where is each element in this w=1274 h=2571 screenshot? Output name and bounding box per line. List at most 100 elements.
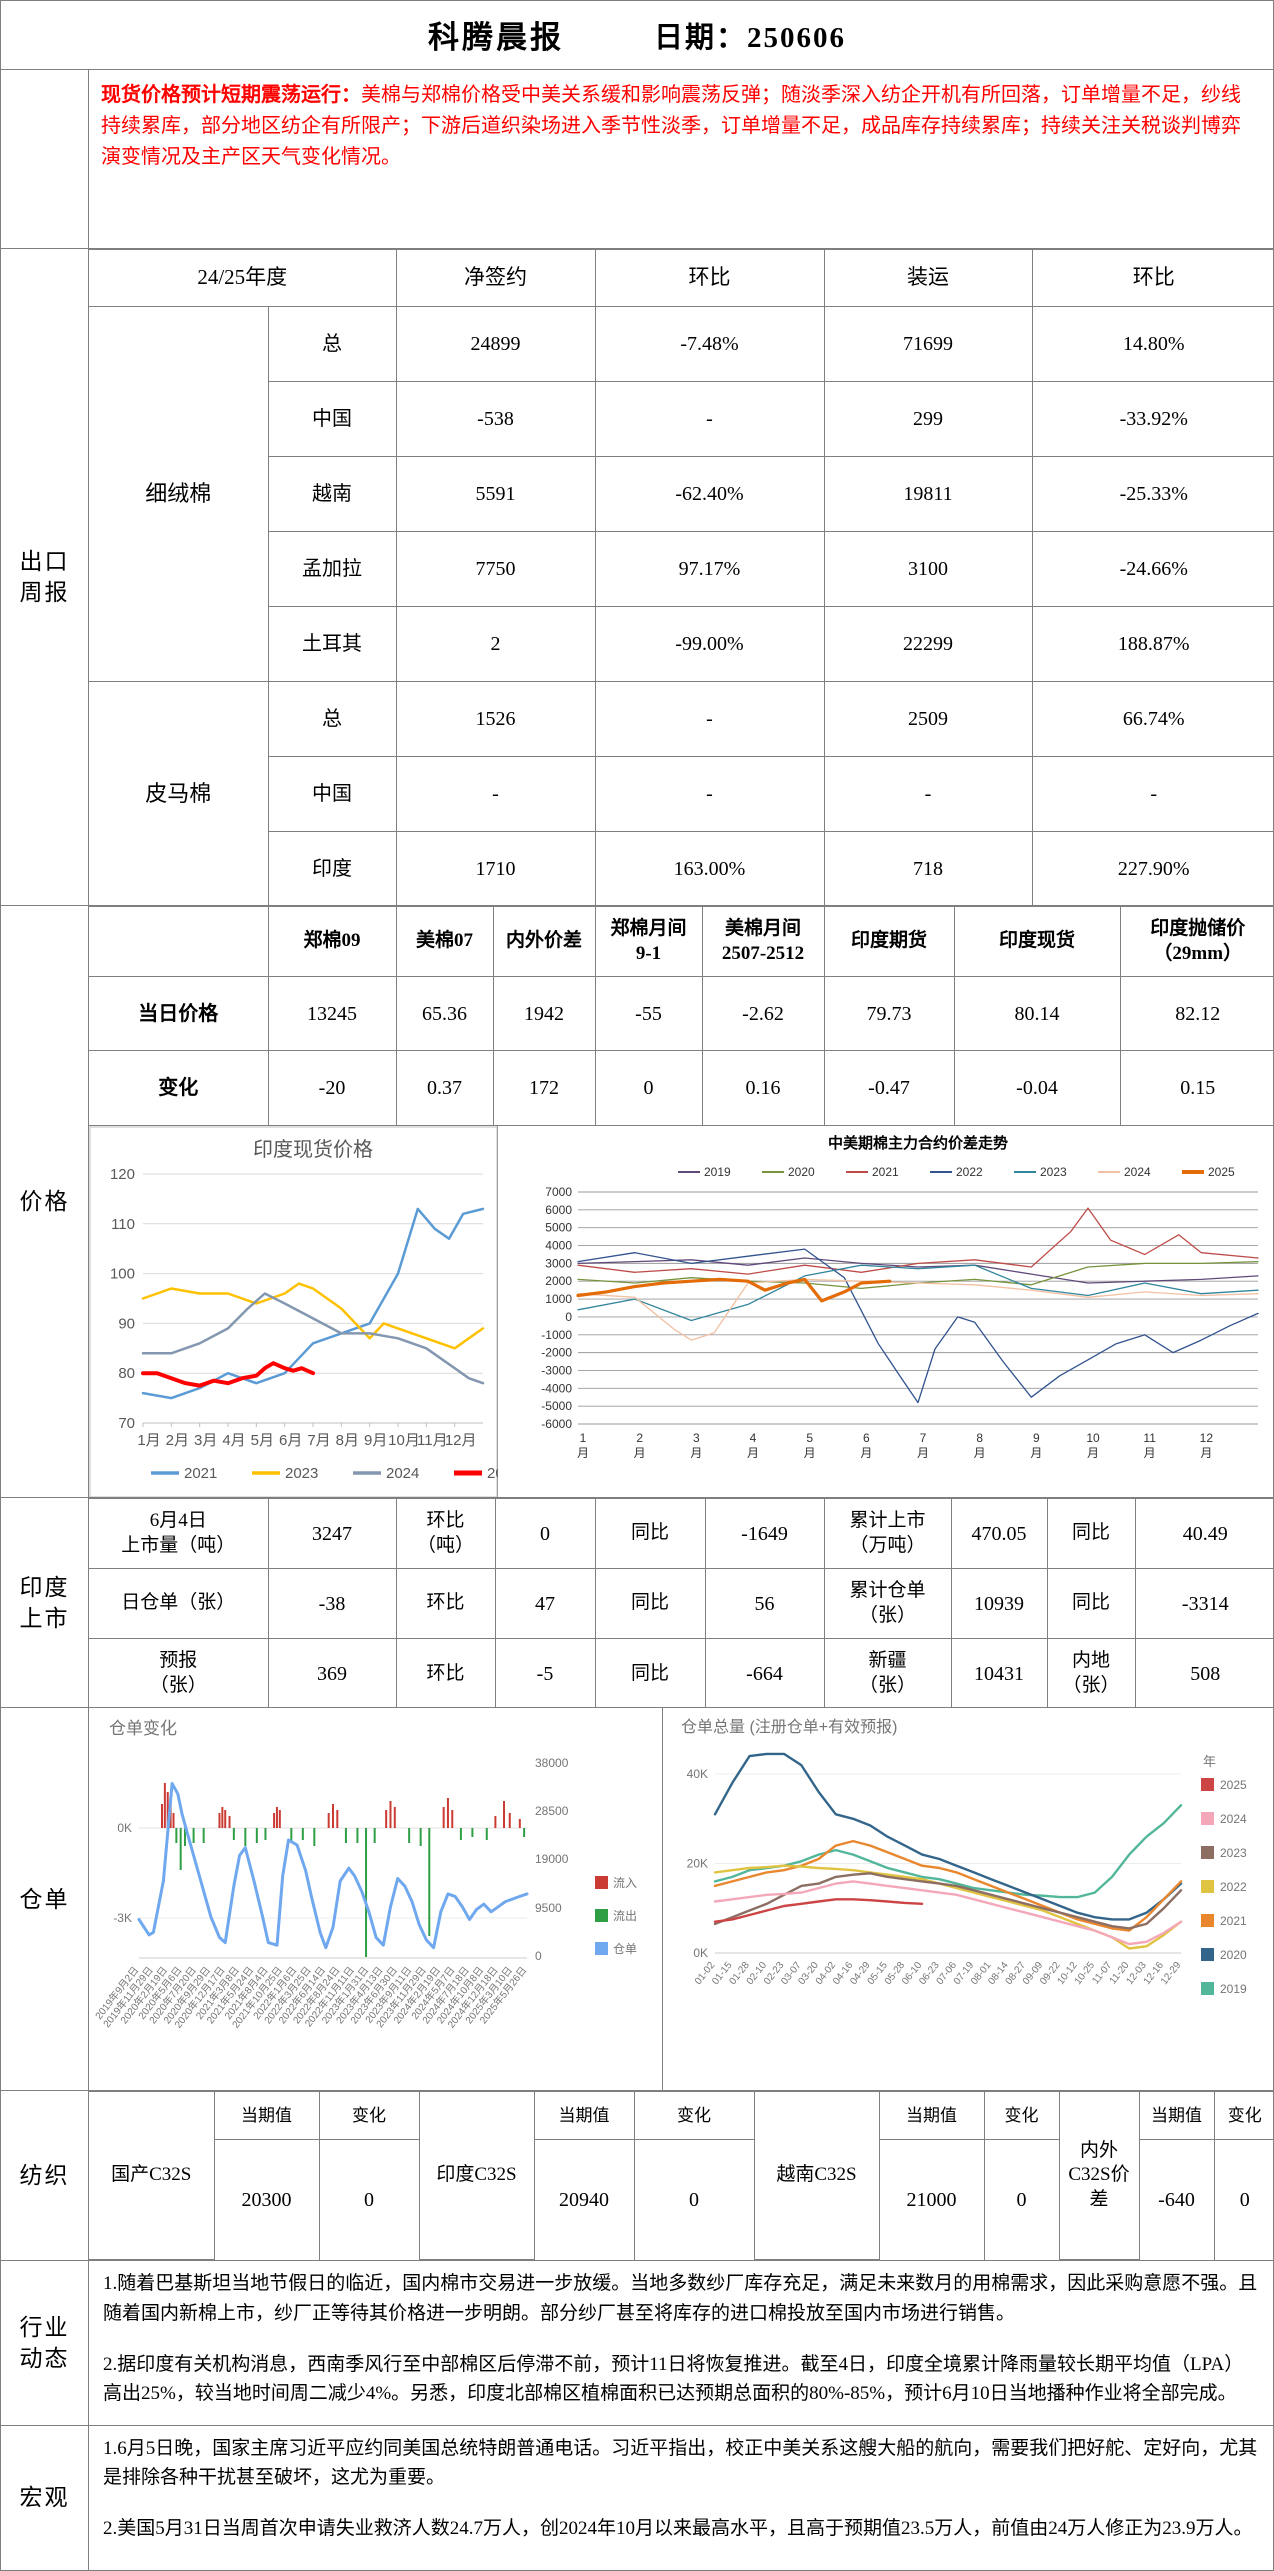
svg-text:4000: 4000	[545, 1238, 572, 1252]
industry-paragraph-1: 1.随着巴基斯坦当地节假日的临近，国内棉市交易进一步放缓。当地多数纱厂库存充足，…	[103, 2273, 1258, 2324]
export-value: 1526	[395, 681, 596, 758]
price-col-header: 内外价差	[492, 906, 596, 978]
industry-section: 行业 动态 1.随着巴基斯坦当地节假日的临近，国内棉市交易进一步放缓。当地多数纱…	[1, 2260, 1273, 2425]
svg-text:2000: 2000	[545, 1274, 572, 1288]
svg-text:4月: 4月	[747, 1431, 759, 1460]
export-table-wrap: 24/25年度 净签约 环比 装运 环比 细绒棉总 24899 -7.48% 71699 14.8…	[89, 249, 1273, 908]
table-row: 土耳其 2 -99.00% 22299 188.87%	[89, 606, 1273, 683]
table-row: 日仓单（张） -38 环比 47 同比 56 累计仓单 （张） 10939 同比 -3314	[89, 1568, 1273, 1640]
india-label-cell: 6月4日 上市量（吨）	[89, 1498, 269, 1570]
cn-us-spread-chart-svg: 中美期棉主力合约价差走势 2019 2020 2021 2022 2023 2024 2025…	[541, 1134, 1259, 1460]
section-label-export: 出口 周报	[1, 249, 89, 906]
price-row-label: 变化	[89, 1050, 269, 1125]
price-content: 郑棉09 美棉07 内外价差 郑棉月间 9-1 美棉月间 2507-2512 印度期货 印度…	[89, 906, 1273, 1498]
textile-current-header: 当期值	[213, 2091, 320, 2141]
price-charts: 印度现货价格 120 110 100 90 80 70 1月 2月 3月 4月 5月 6月 7月 8月 9月 1…	[89, 1124, 1273, 1498]
export-value: 2509	[823, 681, 1033, 758]
svg-text:0: 0	[535, 1949, 542, 1963]
price-value: 13245	[267, 976, 397, 1052]
india-label-cell: 新疆 （张）	[823, 1638, 952, 1709]
india-value-cell: 10939	[950, 1568, 1048, 1640]
export-value: -7.48%	[594, 306, 825, 383]
india-label-cell: 同比	[594, 1498, 706, 1570]
svg-text:3月: 3月	[690, 1431, 702, 1460]
svg-text:年: 年	[1203, 1754, 1216, 1769]
svg-text:2023: 2023	[285, 1465, 318, 1482]
price-value: 0.37	[395, 1050, 494, 1125]
svg-text:9月: 9月	[364, 1432, 387, 1449]
export-value: 22299	[823, 606, 1033, 683]
india-value-cell: -664	[704, 1638, 825, 1709]
india-label-cell: 同比	[594, 1568, 706, 1640]
warehouse-section: 仓单 仓单变化 0K -3K 38000 28500 19000 9500 0 流入 流出 仓单 20…	[1, 1707, 1273, 2091]
svg-text:11月: 11月	[1143, 1431, 1156, 1460]
export-header-col: 环比	[594, 249, 825, 308]
export-value: -	[594, 681, 825, 758]
india-label-cell: 同比	[1046, 1568, 1136, 1640]
india-value-cell: 508	[1134, 1638, 1273, 1709]
price-section: 价格 郑棉09 美棉07 内外价差 郑棉月间 9-1 美棉月间 2507-2512 印度期…	[1, 905, 1273, 1498]
export-value: 3100	[823, 531, 1033, 608]
svg-text:印度现货价格: 印度现货价格	[253, 1138, 373, 1161]
table-row: 国产C32S 当期值 变化 印度C32S 当期值 变化 越南C32S 当期值 变化 内外 C32S…	[89, 2091, 1273, 2261]
svg-text:90: 90	[118, 1315, 135, 1332]
india-listing-table-wrap: 6月4日 上市量（吨） 3247 环比 （吨） 0 同比 -1649 累计上市 （万吨） 47…	[89, 1498, 1273, 1709]
india-label-cell: 同比	[594, 1638, 706, 1709]
price-value: -2.62	[701, 976, 825, 1052]
table-row: 细绒棉总 24899 -7.48% 71699 14.80%	[89, 306, 1273, 683]
svg-text:7月: 7月	[307, 1432, 330, 1449]
price-value: 1942	[492, 976, 596, 1052]
export-value: -	[594, 381, 825, 458]
price-value: -55	[594, 976, 703, 1052]
svg-text:仓单变化: 仓单变化	[109, 1719, 177, 1738]
svg-text:2020: 2020	[1220, 1948, 1247, 1962]
svg-text:-1000: -1000	[541, 1327, 572, 1341]
textile-change-header: 变化	[318, 2091, 420, 2141]
warehouse-charts: 仓单变化 0K -3K 38000 28500 19000 9500 0 流入 流出 仓单 2019 年…	[89, 1708, 1273, 2091]
textile-product-name: 印度C32S	[418, 2091, 535, 2261]
summary-body: 美棉与郑棉价格受中美关系缓和影响震荡反弹；随淡季深入纺企开机有所回落，订单增量不…	[101, 83, 1241, 168]
svg-text:2021: 2021	[872, 1165, 899, 1179]
india-label-cell: 环比	[395, 1638, 496, 1709]
svg-text:2月: 2月	[634, 1431, 646, 1460]
svg-text:流入: 流入	[613, 1876, 637, 1890]
export-group-name: 细绒棉	[89, 306, 269, 683]
summary-section: 现货价格预计短期震荡运行：美棉与郑棉价格受中美关系缓和影响震荡反弹；随淡季深入纺…	[1, 68, 1273, 249]
india-value-cell: -5	[494, 1638, 596, 1709]
price-col-header: 郑棉月间 9-1	[594, 906, 703, 978]
textile-current-header: 当期值	[1138, 2091, 1215, 2141]
macro-paragraphs: 1.6月5日晚，国家主席习近平应约同美国总统特朗普通电话。习近平指出，校正中美关…	[89, 2426, 1273, 2570]
export-value: 14.80%	[1031, 306, 1273, 383]
india-value-cell: 56	[704, 1568, 825, 1640]
svg-text:-3000: -3000	[541, 1363, 572, 1377]
svg-text:中美期棉主力合约价差走势: 中美期棉主力合约价差走势	[828, 1134, 1008, 1152]
textile-current-header: 当期值	[878, 2091, 985, 2141]
price-value: 0.15	[1119, 1050, 1273, 1125]
india-label-cell: 环比 （吨）	[395, 1498, 496, 1570]
svg-text:2024: 2024	[1124, 1165, 1151, 1179]
textile-current-value: -640	[1138, 2139, 1215, 2260]
price-col-header: 美棉07	[395, 906, 494, 978]
export-table: 24/25年度 净签约 环比 装运 环比 细绒棉总 24899 -7.48% 71699 14.8…	[89, 249, 1273, 908]
textile-product-name: 国产C32S	[89, 2091, 215, 2261]
svg-text:流出: 流出	[613, 1909, 637, 1923]
textile-current-value: 20300	[214, 2139, 320, 2260]
india-value-cell: 40.49	[1134, 1498, 1273, 1570]
export-value: -33.92%	[1031, 381, 1273, 458]
textile-table: 国产C32S 当期值 变化 印度C32S 当期值 变化 越南C32S 当期值 变化 内外 C32S…	[89, 2091, 1273, 2261]
export-value: 718	[823, 831, 1033, 907]
table-row: 中国 -538-299 -33.92%	[89, 381, 1273, 458]
svg-text:12月: 12月	[1200, 1431, 1214, 1460]
svg-text:6月: 6月	[279, 1432, 302, 1449]
svg-text:1000: 1000	[545, 1292, 572, 1306]
svg-text:70: 70	[118, 1415, 135, 1432]
warehouse-change-chart-svg: 仓单变化0K-3K38000285001900095000流入流出仓单2019年…	[92, 1719, 637, 2031]
svg-text:38000: 38000	[535, 1756, 569, 1770]
export-value: -24.66%	[1031, 531, 1273, 608]
textile-product-name: 内外 C32S价 差	[1058, 2091, 1140, 2261]
svg-text:-5000: -5000	[541, 1399, 572, 1413]
industry-paragraphs: 1.随着巴基斯坦当地节假日的临近，国内棉市交易进一步放缓。当地多数纱厂库存充足，…	[89, 2261, 1273, 2424]
svg-text:2025: 2025	[487, 1465, 498, 1482]
svg-text:2019: 2019	[704, 1165, 731, 1179]
